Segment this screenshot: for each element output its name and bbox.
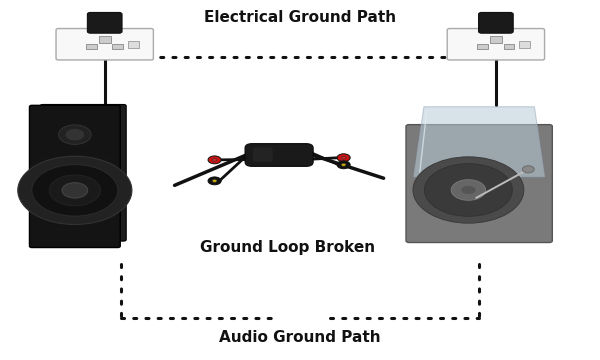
Circle shape: [18, 156, 132, 225]
Circle shape: [59, 125, 91, 144]
Circle shape: [32, 165, 118, 216]
Bar: [503, 44, 514, 49]
Text: Electrical Ground Path: Electrical Ground Path: [204, 10, 396, 25]
Circle shape: [523, 166, 534, 173]
FancyBboxPatch shape: [253, 148, 272, 162]
Bar: [478, 44, 488, 49]
Circle shape: [66, 129, 83, 140]
Circle shape: [341, 163, 346, 166]
Text: Audio Ground Path: Audio Ground Path: [219, 330, 381, 345]
Circle shape: [49, 175, 100, 206]
Bar: [112, 44, 123, 49]
Bar: [128, 41, 139, 48]
FancyBboxPatch shape: [245, 144, 313, 166]
Circle shape: [451, 180, 485, 200]
Bar: [490, 36, 502, 43]
FancyBboxPatch shape: [406, 125, 553, 243]
Bar: [99, 36, 110, 43]
Circle shape: [337, 161, 350, 169]
Circle shape: [424, 164, 512, 216]
Circle shape: [461, 185, 476, 194]
Circle shape: [212, 179, 217, 182]
FancyBboxPatch shape: [29, 105, 120, 248]
Circle shape: [212, 158, 217, 161]
FancyBboxPatch shape: [447, 28, 545, 60]
Circle shape: [62, 183, 88, 198]
Bar: [86, 44, 97, 49]
Text: Ground Loop Broken: Ground Loop Broken: [200, 240, 376, 255]
Circle shape: [413, 157, 524, 223]
FancyBboxPatch shape: [88, 13, 122, 33]
FancyBboxPatch shape: [56, 28, 154, 60]
Polygon shape: [414, 107, 545, 177]
Circle shape: [341, 156, 346, 159]
Circle shape: [337, 154, 350, 162]
Circle shape: [208, 156, 221, 164]
Circle shape: [208, 177, 221, 185]
FancyBboxPatch shape: [479, 13, 513, 33]
Bar: [519, 41, 530, 48]
FancyBboxPatch shape: [40, 104, 126, 241]
